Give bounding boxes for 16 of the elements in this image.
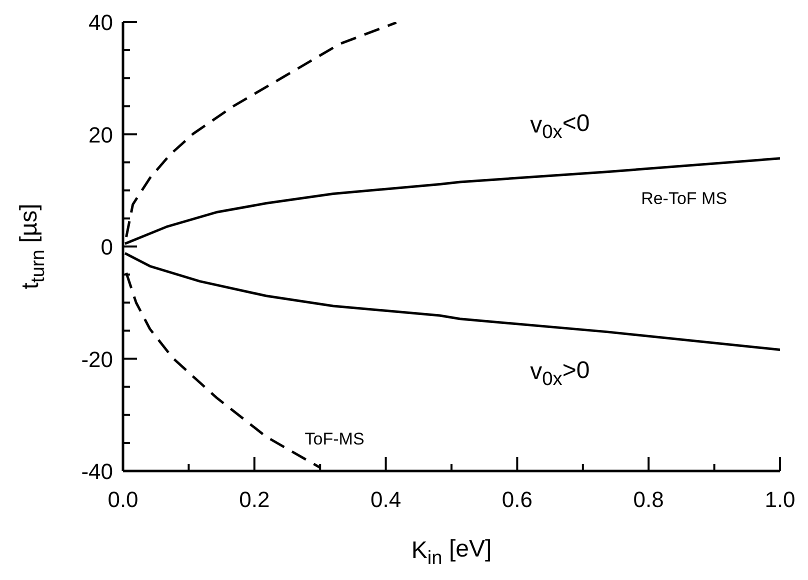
x-tick-label: 1.0 xyxy=(764,487,796,512)
annotation: Re-ToF MS xyxy=(641,189,728,208)
x-tick-label: 0.4 xyxy=(370,487,402,512)
annotation: ToF-MS xyxy=(304,429,364,448)
y-tick-label: -20 xyxy=(81,346,113,372)
y-tick-label: 40 xyxy=(88,10,113,35)
annotation: v$_{0x}$>0 xyxy=(530,356,590,390)
y-tick-label: 0 xyxy=(100,234,113,260)
annotation: v$_{0x}$<0 xyxy=(530,110,590,144)
x-tick-label: 0.0 xyxy=(108,487,138,512)
x-tick-label: 0.8 xyxy=(633,487,664,512)
x-axis-title: K$_{in}$ [eV] xyxy=(411,536,492,569)
x-tick-label: 0.6 xyxy=(502,487,532,512)
y-tick-label: 20 xyxy=(88,122,113,148)
x-tick-label: 0.2 xyxy=(239,487,270,512)
y-tick-label: -40 xyxy=(81,459,113,484)
